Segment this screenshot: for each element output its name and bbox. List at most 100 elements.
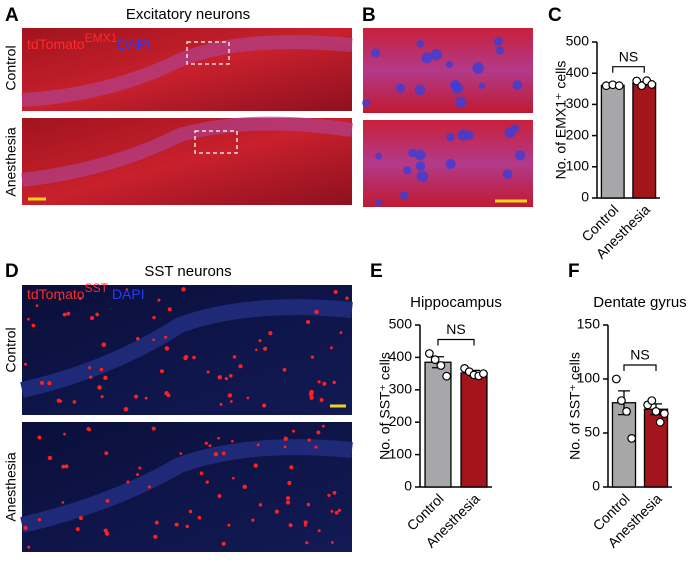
cell bbox=[61, 464, 66, 469]
stain-marker: tdTomato bbox=[27, 36, 85, 52]
cell bbox=[167, 307, 172, 312]
cell bbox=[183, 356, 188, 361]
significance-bracket bbox=[437, 338, 475, 346]
row-label: Anesthesia bbox=[3, 452, 19, 521]
nucleus bbox=[416, 170, 429, 183]
nucleus bbox=[362, 99, 370, 107]
cell bbox=[125, 288, 129, 291]
data-point bbox=[479, 369, 488, 379]
panel-label: B bbox=[362, 5, 376, 26]
nucleus bbox=[414, 84, 426, 96]
cell bbox=[192, 355, 196, 360]
cell bbox=[317, 529, 321, 533]
cell bbox=[303, 523, 307, 527]
cell bbox=[164, 335, 168, 339]
cell bbox=[78, 516, 84, 521]
row-label: Control bbox=[3, 45, 19, 90]
y-tick-label: 100 bbox=[389, 445, 413, 461]
cell bbox=[197, 515, 202, 520]
data-point bbox=[424, 349, 434, 358]
nucleus bbox=[403, 166, 412, 175]
cell bbox=[138, 466, 142, 470]
cell bbox=[345, 296, 349, 300]
cell bbox=[144, 396, 148, 400]
cell-layer bbox=[362, 36, 526, 207]
cell bbox=[317, 380, 321, 384]
cell bbox=[86, 426, 91, 431]
cell bbox=[309, 389, 314, 395]
cell bbox=[179, 452, 183, 456]
micrograph bbox=[363, 28, 533, 207]
cell bbox=[35, 304, 39, 307]
cell bbox=[100, 395, 104, 399]
cell bbox=[123, 406, 129, 412]
cell bbox=[316, 430, 321, 435]
cell bbox=[157, 298, 161, 302]
y-tick-label: 500 bbox=[566, 33, 590, 49]
cell bbox=[334, 510, 339, 515]
cell bbox=[103, 375, 108, 380]
cell bbox=[154, 520, 159, 525]
nucleus bbox=[370, 48, 381, 58]
y-axis-label: No. of SST⁺ cells bbox=[567, 352, 583, 460]
stain-label: tdTomatoSST DAPI bbox=[27, 281, 145, 302]
cell bbox=[221, 541, 226, 546]
cell bbox=[332, 490, 337, 495]
cell bbox=[330, 509, 334, 513]
cell bbox=[310, 355, 315, 359]
cell bbox=[227, 393, 233, 398]
nucleus bbox=[415, 161, 426, 171]
cell bbox=[321, 424, 325, 428]
cell bbox=[262, 403, 267, 408]
nucleus bbox=[457, 129, 470, 141]
cell bbox=[66, 311, 71, 316]
cell bbox=[303, 520, 308, 525]
cell bbox=[58, 298, 62, 301]
bar bbox=[611, 402, 637, 488]
cell bbox=[56, 398, 61, 403]
cell bbox=[104, 531, 110, 536]
cell bbox=[27, 317, 30, 321]
cell bbox=[332, 380, 336, 385]
cell bbox=[89, 315, 95, 321]
data-point bbox=[651, 407, 661, 416]
panel-label: F bbox=[568, 261, 580, 282]
cell bbox=[251, 518, 255, 522]
nucleus bbox=[445, 158, 456, 169]
micrograph bbox=[20, 285, 353, 552]
data-point bbox=[627, 434, 637, 443]
cell bbox=[268, 331, 273, 336]
cell bbox=[206, 370, 210, 374]
y-tick-label: 500 bbox=[389, 316, 413, 332]
y-tick-label: 400 bbox=[389, 348, 413, 364]
cell bbox=[227, 523, 231, 527]
y-tick-label: 200 bbox=[389, 413, 413, 429]
cell bbox=[27, 545, 31, 549]
cell bbox=[309, 395, 314, 400]
cell bbox=[166, 393, 171, 398]
y-tick-label: 100 bbox=[566, 158, 590, 174]
cell bbox=[199, 471, 204, 476]
cell bbox=[37, 518, 42, 522]
cell bbox=[104, 451, 109, 456]
cell bbox=[64, 464, 69, 469]
nucleus bbox=[472, 62, 484, 74]
cell bbox=[314, 445, 318, 449]
cell bbox=[181, 287, 186, 292]
cell bbox=[205, 480, 209, 484]
nucleus bbox=[430, 48, 443, 61]
cell bbox=[228, 373, 233, 378]
nucleus bbox=[375, 199, 383, 207]
cell bbox=[153, 534, 158, 539]
cell bbox=[88, 366, 92, 370]
panel-label: A bbox=[5, 5, 19, 26]
stain-marker: tdTomato bbox=[27, 286, 85, 302]
micrograph bbox=[21, 28, 354, 205]
cell bbox=[256, 443, 260, 447]
y-tick-label: 0 bbox=[581, 189, 589, 205]
data-point bbox=[647, 396, 657, 406]
cell bbox=[274, 509, 279, 514]
cell bbox=[230, 400, 233, 403]
cell bbox=[47, 455, 53, 461]
cell bbox=[255, 348, 258, 352]
